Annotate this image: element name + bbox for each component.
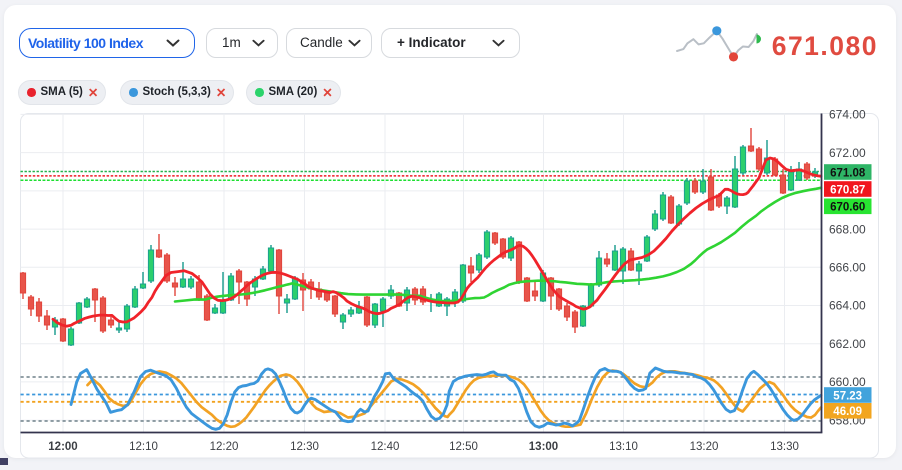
svg-text:666.00: 666.00 (829, 261, 866, 275)
svg-text:670.60: 670.60 (830, 202, 865, 214)
svg-text:660.00: 660.00 (829, 375, 866, 389)
svg-text:672.00: 672.00 (829, 146, 866, 160)
svg-text:670.87: 670.87 (830, 184, 865, 196)
svg-text:674.00: 674.00 (829, 108, 866, 122)
svg-text:13:10: 13:10 (609, 441, 638, 453)
svg-text:12:20: 12:20 (210, 441, 239, 453)
svg-text:671.08: 671.08 (830, 167, 866, 179)
svg-text:668.00: 668.00 (829, 222, 866, 236)
svg-text:12:40: 12:40 (371, 441, 400, 453)
svg-text:662.00: 662.00 (829, 337, 866, 351)
svg-text:13:20: 13:20 (690, 441, 719, 453)
svg-text:12:50: 12:50 (449, 441, 478, 453)
svg-text:12:00: 12:00 (48, 441, 77, 453)
svg-text:13:30: 13:30 (770, 441, 799, 453)
svg-text:12:30: 12:30 (290, 441, 319, 453)
svg-text:57.23: 57.23 (833, 390, 862, 402)
svg-text:12:10: 12:10 (129, 441, 158, 453)
svg-text:664.00: 664.00 (829, 299, 866, 313)
svg-text:13:00: 13:00 (529, 441, 558, 453)
svg-text:46.09: 46.09 (833, 406, 862, 418)
